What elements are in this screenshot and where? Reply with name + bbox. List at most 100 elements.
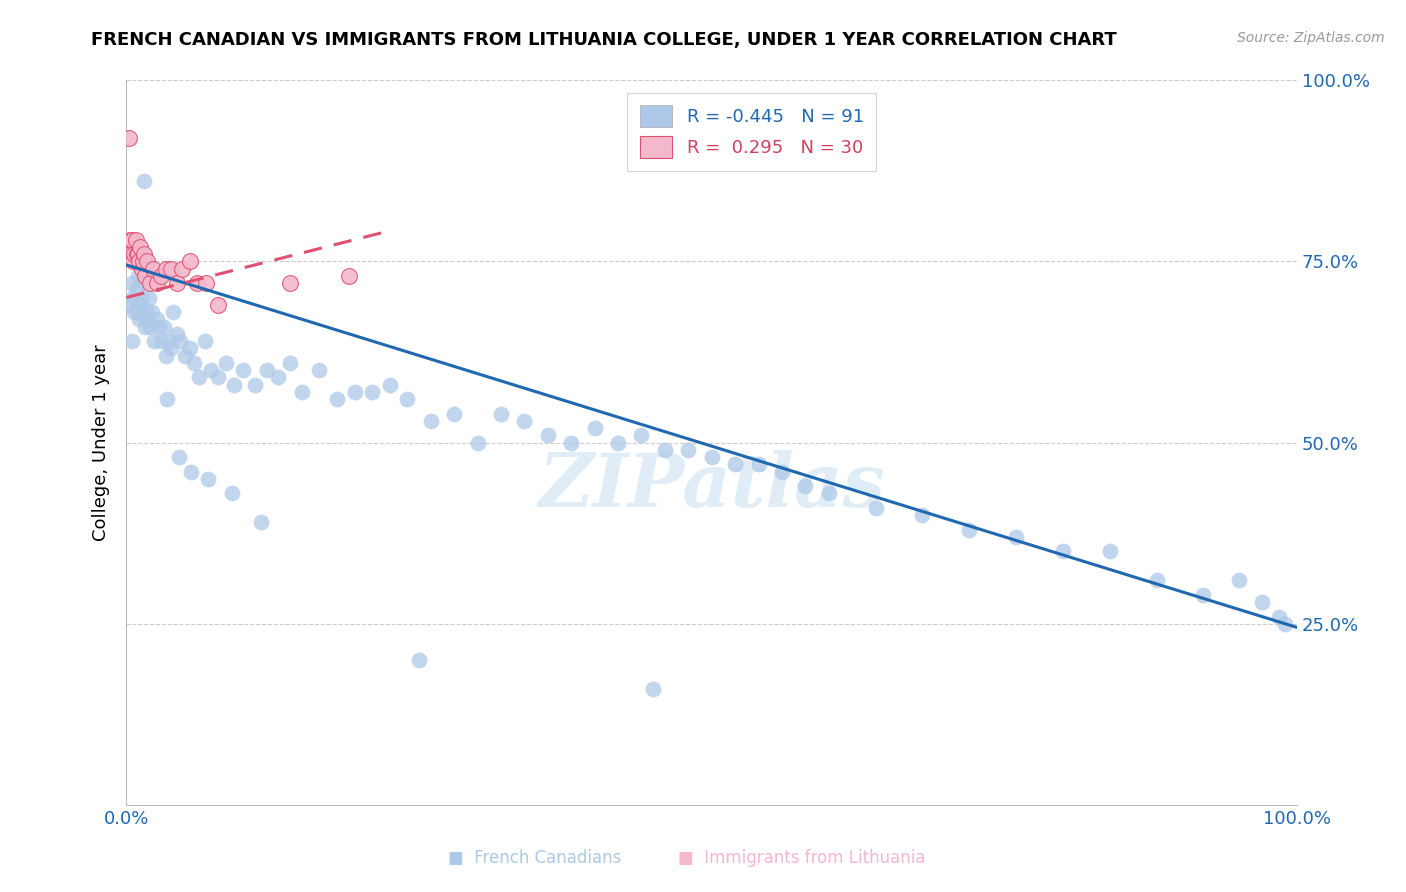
Point — [630, 428, 652, 442]
Text: Source: ZipAtlas.com: Source: ZipAtlas.com — [1237, 31, 1385, 45]
Point — [513, 414, 536, 428]
Point — [1251, 595, 1274, 609]
Point — [419, 414, 441, 428]
Point — [443, 407, 465, 421]
Point — [159, 341, 181, 355]
Point — [129, 240, 152, 254]
Point — [118, 232, 141, 246]
Point — [179, 254, 201, 268]
Point — [120, 247, 142, 261]
Point — [145, 276, 167, 290]
Point — [361, 384, 384, 399]
Point — [243, 377, 266, 392]
Point — [583, 421, 606, 435]
Point — [654, 442, 676, 457]
Point — [1227, 574, 1250, 588]
Point — [794, 479, 817, 493]
Point — [128, 312, 150, 326]
Point — [124, 283, 146, 297]
Point — [957, 523, 980, 537]
Point — [157, 334, 180, 348]
Point — [145, 312, 167, 326]
Point — [378, 377, 401, 392]
Point — [121, 232, 143, 246]
Point — [124, 247, 146, 261]
Point — [131, 291, 153, 305]
Point — [326, 392, 349, 406]
Point — [136, 254, 159, 268]
Point — [1268, 609, 1291, 624]
Point — [1005, 530, 1028, 544]
Point — [127, 247, 149, 261]
Point — [129, 298, 152, 312]
Point — [187, 370, 209, 384]
Point — [122, 291, 145, 305]
Point — [155, 261, 177, 276]
Point — [467, 435, 489, 450]
Point — [132, 174, 155, 188]
Text: FRENCH CANADIAN VS IMMIGRANTS FROM LITHUANIA COLLEGE, UNDER 1 YEAR CORRELATION C: FRENCH CANADIAN VS IMMIGRANTS FROM LITHU… — [91, 31, 1118, 49]
Point — [1098, 544, 1121, 558]
Point — [250, 516, 273, 530]
Point — [117, 131, 139, 145]
Point — [278, 276, 301, 290]
Y-axis label: College, Under 1 year: College, Under 1 year — [93, 344, 110, 541]
Point — [155, 349, 177, 363]
Point — [537, 428, 560, 442]
Point — [396, 392, 419, 406]
Point — [180, 465, 202, 479]
Point — [1052, 544, 1074, 558]
Point — [256, 363, 278, 377]
Point — [125, 305, 148, 319]
Point — [1274, 616, 1296, 631]
Point — [143, 334, 166, 348]
Point — [643, 681, 665, 696]
Point — [124, 232, 146, 246]
Point — [121, 334, 143, 348]
Point — [194, 334, 217, 348]
Point — [138, 276, 160, 290]
Point — [221, 486, 243, 500]
Point — [150, 268, 173, 283]
Point — [134, 268, 156, 283]
Point — [278, 356, 301, 370]
Point — [308, 363, 330, 377]
Point — [145, 268, 167, 283]
Point — [172, 261, 194, 276]
Point — [724, 457, 747, 471]
Point — [135, 312, 157, 326]
Text: ■  French Canadians: ■ French Canadians — [447, 849, 621, 867]
Point — [817, 486, 839, 500]
Point — [408, 653, 430, 667]
Point — [747, 457, 769, 471]
Point — [770, 465, 793, 479]
Point — [136, 305, 159, 319]
Point — [169, 334, 191, 348]
Point — [138, 291, 160, 305]
Point — [132, 276, 155, 290]
Point — [138, 319, 160, 334]
Point — [127, 268, 149, 283]
Point — [124, 305, 146, 319]
Point — [700, 450, 723, 464]
Point — [121, 276, 143, 290]
Point — [343, 384, 366, 399]
Point — [607, 435, 630, 450]
Point — [173, 349, 195, 363]
Point — [134, 319, 156, 334]
Point — [1192, 588, 1215, 602]
Point — [1146, 574, 1168, 588]
Point — [125, 247, 148, 261]
Point — [120, 298, 142, 312]
Point — [215, 356, 238, 370]
Point — [141, 305, 163, 319]
Point — [131, 254, 153, 268]
Point — [194, 276, 217, 290]
Point — [267, 370, 290, 384]
Point — [911, 508, 934, 522]
Point — [162, 305, 184, 319]
Point — [222, 377, 245, 392]
Point — [207, 298, 229, 312]
Point — [166, 276, 188, 290]
Point — [207, 370, 229, 384]
